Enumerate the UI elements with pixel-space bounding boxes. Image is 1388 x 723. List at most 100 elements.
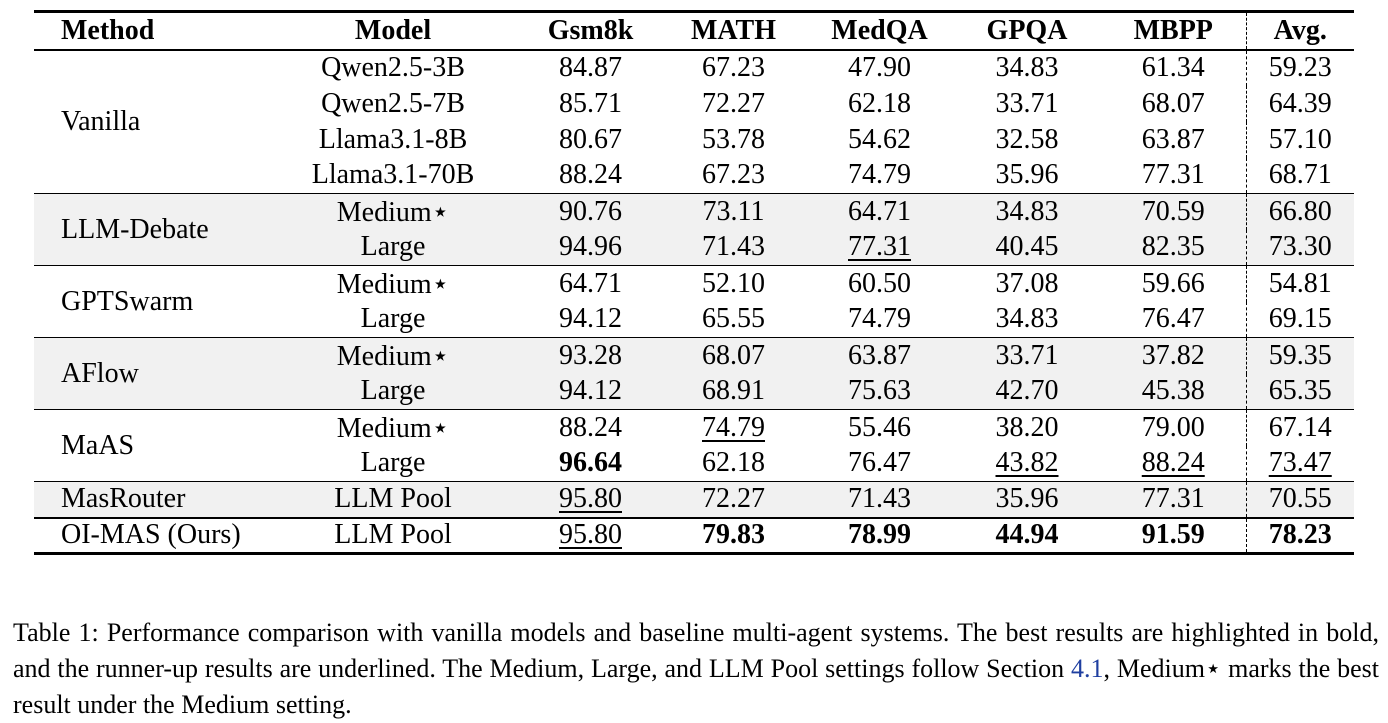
mbpp-cell: 82.35	[1101, 229, 1246, 266]
math-value: 68.07	[702, 339, 765, 371]
avg-value: 59.23	[1268, 52, 1332, 83]
math-cell: 74.79	[661, 409, 806, 446]
mbpp-value: 79.00	[1141, 411, 1205, 443]
medqa-cell: 76.47	[806, 446, 953, 482]
math-cell: 67.23	[661, 50, 806, 86]
gsm8k-value: 94.96	[559, 231, 622, 263]
column-header-math: MATH	[661, 10, 806, 51]
mbpp-cell: 91.59	[1101, 516, 1246, 555]
medqa-value: 63.87	[848, 339, 911, 371]
gsm8k-cell: 88.24	[520, 158, 661, 194]
medqa-cell: 75.63	[806, 373, 953, 410]
column-header-avg: Avg.	[1245, 10, 1354, 51]
gpqa-value: 35.96	[995, 483, 1059, 515]
avg-cell: 57.10	[1245, 121, 1354, 158]
avg-value: 69.15	[1268, 303, 1332, 335]
gpqa-cell: 40.45	[953, 229, 1101, 266]
method-cell: AFlow	[34, 337, 266, 410]
math-cell: 53.78	[661, 122, 806, 158]
medqa-cell: 47.90	[806, 50, 953, 86]
math-value: 71.43	[702, 231, 765, 263]
gpqa-cell: 35.96	[953, 481, 1101, 518]
model-cell: Llama3.1-70B	[311, 159, 475, 191]
gpqa-cell: 37.08	[953, 265, 1101, 302]
medqa-cell: 63.87	[806, 337, 953, 374]
math-value: 72.27	[702, 87, 765, 119]
gpqa-cell: 43.82	[953, 446, 1101, 482]
table-row: Large 94.96 71.43 77.31 40.45 82.35 73.30	[34, 229, 1354, 266]
model-cell: Large	[266, 373, 520, 410]
math-cell: 73.11	[661, 193, 806, 230]
model-cell: Qwen2.5-7B	[321, 87, 465, 119]
column-header-method: Method	[34, 10, 266, 51]
gpqa-cell: 33.71	[953, 86, 1101, 122]
table-caption: Table 1: Performance comparison with van…	[13, 615, 1379, 723]
table-body: Vanilla Qwen2.5-3B 84.87 67.23 47.90 34.83 61.…	[34, 49, 1354, 555]
mbpp-value: 63.87	[1141, 123, 1205, 155]
gpqa-value: 42.70	[995, 375, 1059, 407]
model-cell: Medium⋆	[266, 337, 520, 374]
method-cell: LLM-Debate	[34, 193, 266, 266]
avg-cell: 78.23	[1245, 516, 1354, 555]
math-cell: 62.18	[661, 446, 806, 482]
avg-value: 78.23	[1268, 519, 1332, 551]
math-cell: 79.83	[661, 516, 806, 555]
mbpp-cell: 77.31	[1101, 481, 1246, 518]
method-cell: OI-MAS (Ours)	[34, 516, 266, 555]
mbpp-value: 76.47	[1141, 303, 1205, 335]
column-header-medqa: MedQA	[806, 10, 953, 51]
mbpp-value: 68.07	[1141, 87, 1205, 119]
medqa-value: 75.63	[848, 375, 911, 407]
gsm8k-value: 90.76	[559, 195, 622, 227]
mbpp-cell: 68.07	[1101, 86, 1246, 122]
math-value: 62.18	[702, 447, 765, 479]
gsm8k-cell: 94.12	[520, 302, 661, 338]
gpqa-value: 34.83	[995, 303, 1059, 335]
math-cell: 68.91	[661, 373, 806, 410]
table-row: GPTSwarm Medium⋆ 64.71 52.10 60.50 37.08 59.66…	[34, 265, 1354, 338]
gpqa-value: 33.71	[995, 87, 1059, 119]
avg-cell: 65.35	[1245, 373, 1354, 410]
avg-value: 65.35	[1268, 375, 1332, 407]
model-cell: Large	[360, 447, 426, 479]
math-cell: 71.43	[661, 229, 806, 266]
mbpp-value: 88.24	[1141, 447, 1205, 479]
math-value: 65.55	[702, 303, 765, 335]
gpqa-value: 34.83	[995, 195, 1059, 227]
mbpp-value: 82.35	[1141, 231, 1205, 263]
gsm8k-value: 88.24	[559, 159, 622, 191]
table-row: Qwen2.5-7B 85.71 72.27 62.18 33.71 68.07 64.39	[34, 85, 1354, 122]
gsm8k-value: 93.28	[559, 339, 622, 371]
gsm8k-value: 88.24	[559, 411, 622, 443]
medqa-cell: 71.43	[806, 481, 953, 518]
gsm8k-value: 95.80	[559, 519, 622, 551]
mbpp-cell: 76.47	[1101, 302, 1246, 338]
math-cell: 72.27	[661, 86, 806, 122]
mbpp-cell: 37.82	[1101, 337, 1246, 374]
table-row: LLM-Debate Medium⋆ 90.76 73.11 64.71 34.83 70.…	[34, 193, 1354, 266]
mbpp-value: 91.59	[1141, 519, 1205, 551]
model-cell: Medium⋆	[266, 193, 520, 230]
table-row: AFlow Medium⋆ 93.28 68.07 63.87 33.71 37.82 59.…	[34, 337, 1354, 410]
model-cell: Large	[360, 303, 426, 335]
gpqa-value: 34.83	[995, 52, 1059, 83]
gsm8k-cell: 85.71	[520, 86, 661, 122]
table-row: Llama3.1-8B 80.67 53.78 54.62 32.58 63.87 57.1…	[34, 121, 1354, 158]
table-row: Large 94.12 68.91 75.63 42.70 45.38 65.35	[34, 373, 1354, 410]
math-value: 53.78	[702, 123, 765, 155]
medqa-value: 74.79	[848, 159, 911, 191]
model-cell: Medium⋆	[266, 409, 520, 446]
column-header-gpqa: GPQA	[953, 10, 1101, 51]
model-cell: LLM Pool	[266, 481, 520, 518]
mbpp-cell: 77.31	[1101, 158, 1246, 194]
gpqa-value: 32.58	[995, 123, 1059, 155]
model-cell: Llama3.1-8B	[318, 123, 468, 155]
gpqa-cell: 34.83	[953, 302, 1101, 338]
mbpp-value: 59.66	[1141, 267, 1205, 299]
section-reference-link[interactable]: 4.1	[1071, 654, 1104, 683]
medqa-cell: 74.79	[806, 158, 953, 194]
avg-value: 70.55	[1268, 483, 1332, 515]
mbpp-cell: 70.59	[1101, 193, 1246, 230]
results-table: Method Model Gsm8k MATH MedQA GPQA MBPP …	[34, 10, 1354, 555]
medqa-value: 71.43	[848, 483, 911, 515]
